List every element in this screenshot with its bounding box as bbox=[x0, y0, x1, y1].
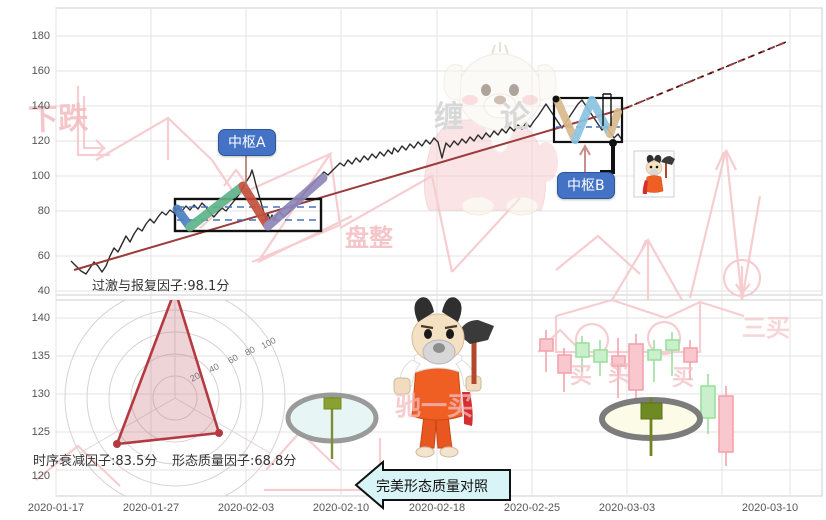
quality-radar-chart bbox=[64, 300, 286, 496]
zhongshu-b-group bbox=[552, 93, 624, 174]
price-ytick-180: 180 bbox=[31, 30, 50, 42]
dog-mascot-thumbnail bbox=[633, 150, 675, 198]
radar-label-left: 时序衰减因子:83.5分 bbox=[33, 454, 158, 469]
price-line bbox=[70, 99, 623, 275]
price-ytick-60: 60 bbox=[37, 250, 50, 262]
radar-point-right bbox=[215, 429, 223, 437]
watermark-chanlun: 缠论 bbox=[434, 100, 566, 135]
radar-label-right: 形态质量因子:68.8分 bbox=[172, 454, 297, 469]
seg-red-down bbox=[238, 181, 273, 231]
watermark-mai-1: 买 bbox=[570, 364, 593, 389]
zhongshu-b-anchor-dot bbox=[609, 139, 617, 147]
price-ytick-100: 100 bbox=[31, 170, 50, 182]
xtick-7: 2020-03-10 bbox=[741, 502, 799, 514]
watermark-mai-2: 买 bbox=[608, 362, 631, 387]
zhongshu-b-box bbox=[552, 96, 624, 144]
seg-tan-down bbox=[553, 96, 579, 144]
seg-purple-up bbox=[263, 173, 328, 231]
dog-mascot-large bbox=[393, 297, 494, 458]
radar-point-left bbox=[113, 440, 121, 448]
zhongshu-a-anchor-dot bbox=[552, 95, 560, 103]
olive-bar-right-body bbox=[640, 402, 663, 420]
xtick-0: 2020-01-17 bbox=[27, 502, 85, 514]
radar-label-top: 过激与报复因子:98.1分 bbox=[92, 279, 230, 294]
xtick-2: 2020-02-03 bbox=[217, 502, 275, 514]
seg-green-up bbox=[185, 181, 248, 232]
zhongshu-a-label[interactable]: 中枢A bbox=[218, 129, 276, 156]
callout-leaders bbox=[245, 143, 591, 188]
watermark-panzheng: 盘整 bbox=[345, 224, 393, 252]
projection-line-dots bbox=[625, 41, 787, 109]
compare-callout-shape bbox=[354, 459, 511, 511]
price-ytick-40: 40 bbox=[37, 285, 50, 297]
seg-lightblue-down bbox=[588, 96, 614, 138]
zhongshu-b-leader-arrow bbox=[579, 143, 591, 176]
price-ytick-120: 120 bbox=[31, 135, 50, 147]
watermark-chiyimai: 驰一买 bbox=[395, 392, 474, 422]
zhongshu-b-bracket bbox=[602, 93, 612, 126]
zhongshu-a-group bbox=[172, 173, 328, 233]
xtick-4: 2020-02-18 bbox=[408, 502, 466, 514]
seg-lightblue-up bbox=[571, 96, 596, 144]
zhongshu-b-label[interactable]: 中枢B bbox=[557, 172, 615, 199]
xtick-6: 2020-03-03 bbox=[598, 502, 656, 514]
price-ytick-140: 140 bbox=[31, 100, 50, 112]
xtick-3: 2020-02-10 bbox=[312, 502, 370, 514]
candle-ytick-135: 135 bbox=[31, 350, 50, 362]
radar-spokes bbox=[79, 300, 271, 454]
candlestick-series bbox=[539, 330, 734, 466]
watermark-mai-3: 买 bbox=[672, 366, 695, 391]
xtick-1: 2020-01-27 bbox=[122, 502, 180, 514]
watermark-sanmai: 三买 bbox=[742, 314, 790, 342]
price-ytick-160: 160 bbox=[31, 65, 50, 77]
candle-ytick-130: 130 bbox=[31, 388, 50, 400]
highlight-markers bbox=[285, 392, 703, 459]
candle-ytick-125: 125 bbox=[31, 426, 50, 438]
olive-bar-left-body bbox=[323, 397, 342, 410]
candle-ytick-120: 120 bbox=[31, 470, 50, 482]
uptrend-line bbox=[73, 107, 627, 271]
xtick-5: 2020-02-25 bbox=[503, 502, 561, 514]
candle-ytick-140: 140 bbox=[31, 312, 50, 324]
seg-tan-up bbox=[606, 108, 622, 138]
radar-data-polygon bbox=[115, 300, 221, 446]
price-ytick-80: 80 bbox=[37, 205, 50, 217]
compare-callout-label[interactable]: 完美形态质量对照 bbox=[376, 479, 488, 495]
